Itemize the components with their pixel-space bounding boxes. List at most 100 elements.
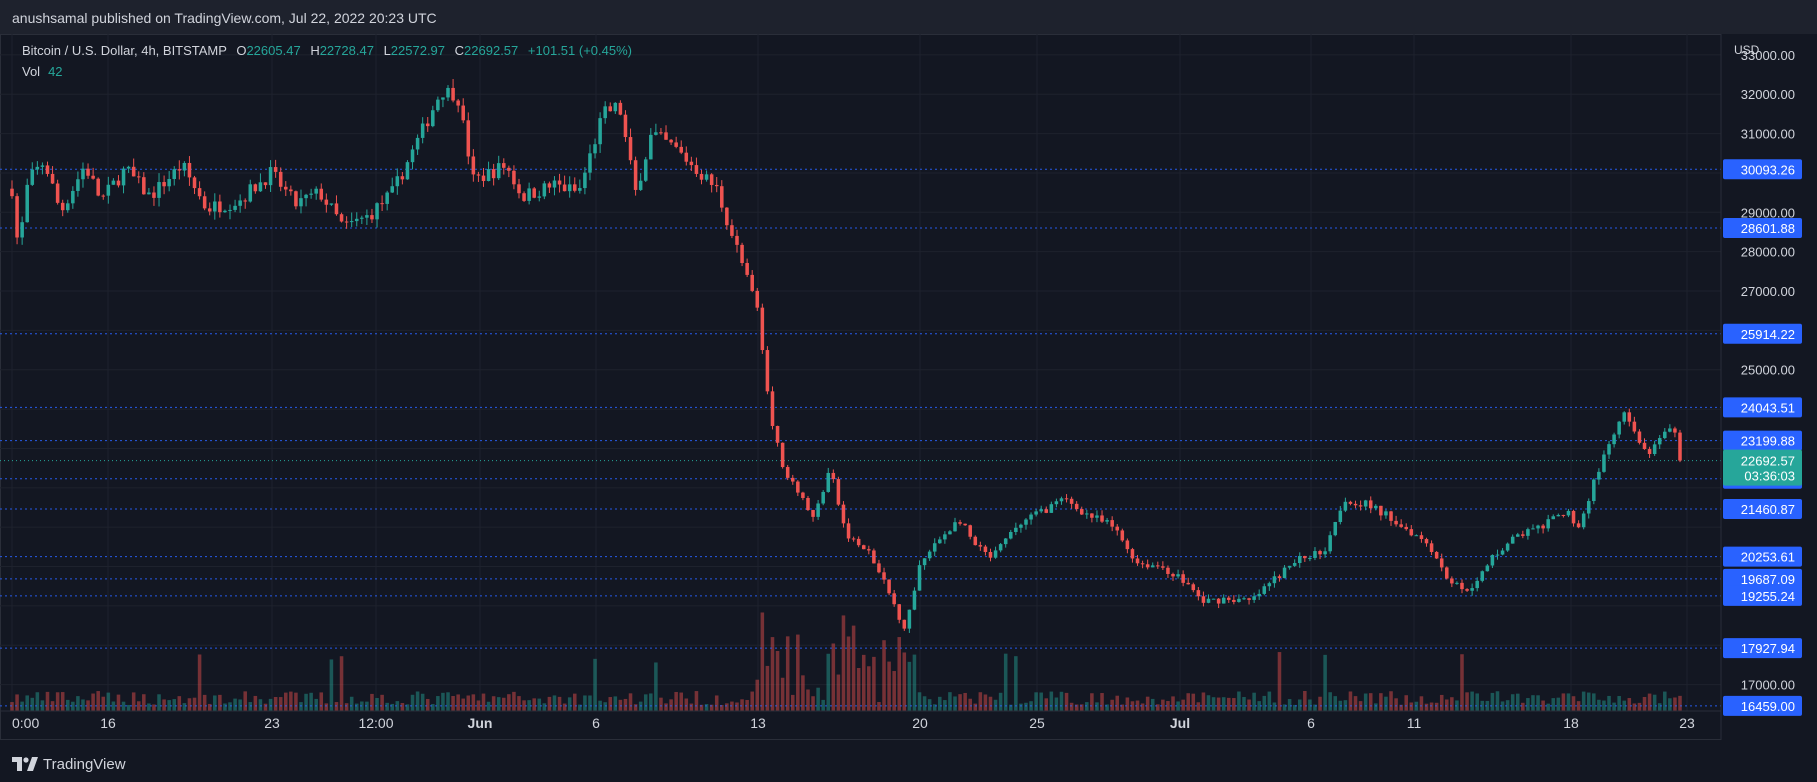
- volume-bar: [1389, 691, 1393, 711]
- volume-bar: [476, 700, 481, 711]
- candle-body: [1652, 444, 1657, 454]
- candle-body: [537, 196, 542, 198]
- candle-body: [65, 203, 70, 211]
- volume-bar: [1125, 697, 1130, 711]
- candle-body: [466, 120, 471, 157]
- volume-bar: [578, 704, 582, 711]
- volume-bar: [1313, 704, 1317, 711]
- volume-bar: [451, 696, 455, 711]
- volume-bar: [1201, 692, 1206, 711]
- candle-body: [755, 290, 760, 308]
- candle-body: [567, 184, 572, 192]
- candle-body: [583, 172, 587, 189]
- candle-body: [106, 184, 111, 196]
- level-badge: [1723, 397, 1802, 418]
- time-tick-label: 11: [1407, 715, 1422, 731]
- candle-body: [882, 572, 886, 580]
- candle-body: [1323, 551, 1327, 555]
- candle-body: [877, 563, 881, 573]
- candle-body: [15, 196, 19, 238]
- candle-body: [1150, 565, 1155, 568]
- volume-bar: [304, 693, 308, 711]
- volume-bar: [1581, 691, 1586, 711]
- volume-bar: [354, 703, 359, 711]
- candle-body: [507, 167, 511, 171]
- volume-bar: [223, 703, 227, 711]
- volume-bar: [15, 694, 19, 711]
- candle-body: [1237, 598, 1241, 602]
- candle-body: [922, 558, 927, 566]
- candle-body: [963, 523, 967, 526]
- volume-bar: [1490, 692, 1495, 711]
- volume-legend[interactable]: Vol 42: [22, 64, 63, 79]
- volume-bar: [1237, 691, 1241, 711]
- candle-body: [1287, 565, 1292, 568]
- candle-body: [1181, 574, 1185, 583]
- candle-body: [481, 175, 486, 182]
- volume-bar: [1287, 699, 1292, 711]
- high-label: H: [310, 43, 320, 58]
- volume-bar: [278, 697, 283, 711]
- level-badge: [1723, 695, 1802, 716]
- candle-body: [578, 188, 582, 191]
- volume-bar: [542, 703, 547, 711]
- volume-bar: [1495, 691, 1500, 711]
- candle-body: [461, 105, 465, 121]
- candle-body: [339, 214, 344, 222]
- volume-bar: [948, 692, 952, 711]
- volume-bar: [856, 667, 861, 711]
- candle-body: [1090, 513, 1094, 518]
- candle-body: [861, 545, 866, 550]
- volume-bar: [1475, 693, 1479, 711]
- time-axis[interactable]: 0:00 16 23 12:00 Jun 6 13 20 25 Jul 6 11 18 23: [12, 715, 1695, 731]
- price-axis-background[interactable]: [1721, 34, 1805, 740]
- candle-body: [557, 180, 562, 185]
- volume-bar: [20, 701, 24, 711]
- price-axis[interactable]: 33000.00 32000.00 31000.00 29000.00 28000.00…: [1741, 48, 1795, 693]
- volume-bar: [126, 704, 131, 711]
- volume-bar: [851, 625, 856, 711]
- volume-bar: [953, 696, 957, 711]
- candle-body: [1039, 509, 1043, 512]
- candle-body: [456, 100, 460, 106]
- candle-body: [278, 171, 283, 187]
- candle-body: [958, 522, 962, 524]
- candle-body: [1318, 551, 1322, 555]
- symbol-legend[interactable]: Bitcoin / U.S. Dollar, 4h, BITSTAMP O226…: [22, 43, 632, 58]
- volume-bar: [927, 699, 932, 711]
- candle-body: [45, 165, 50, 174]
- volume-bar: [811, 696, 815, 711]
- tradingview-footer[interactable]: TradingView: [12, 752, 126, 776]
- volume-bar: [1100, 693, 1104, 711]
- volume-bar: [912, 654, 917, 711]
- candle-body: [354, 218, 359, 222]
- volume-bar: [826, 653, 831, 711]
- volume-bar: [1551, 698, 1556, 711]
- candle-body: [902, 619, 907, 629]
- volume-bar: [699, 704, 704, 711]
- candle-body: [1404, 526, 1408, 530]
- candle-body: [618, 102, 623, 115]
- candle-body: [593, 144, 597, 154]
- volume-bar: [91, 693, 95, 711]
- candle-body: [608, 106, 613, 112]
- candle-body: [948, 531, 952, 535]
- volume-bar: [694, 691, 699, 711]
- volume-bar: [106, 692, 111, 711]
- candle-body: [872, 550, 876, 564]
- volume-bar: [1439, 694, 1444, 711]
- volume-bar: [60, 692, 65, 711]
- candle-body: [35, 166, 40, 170]
- open-value: 22605.47: [246, 43, 301, 58]
- tradingview-logo-icon: [12, 757, 38, 771]
- candle-body: [349, 221, 354, 223]
- volume-bar: [806, 689, 810, 711]
- candle-body: [187, 162, 192, 178]
- candle-body: [856, 538, 861, 546]
- candle-body: [1592, 479, 1596, 502]
- volume-bar: [1166, 701, 1170, 711]
- candle-body: [816, 503, 820, 517]
- chart-frame[interactable]: [0, 34, 1805, 740]
- volume-bar: [1145, 696, 1150, 711]
